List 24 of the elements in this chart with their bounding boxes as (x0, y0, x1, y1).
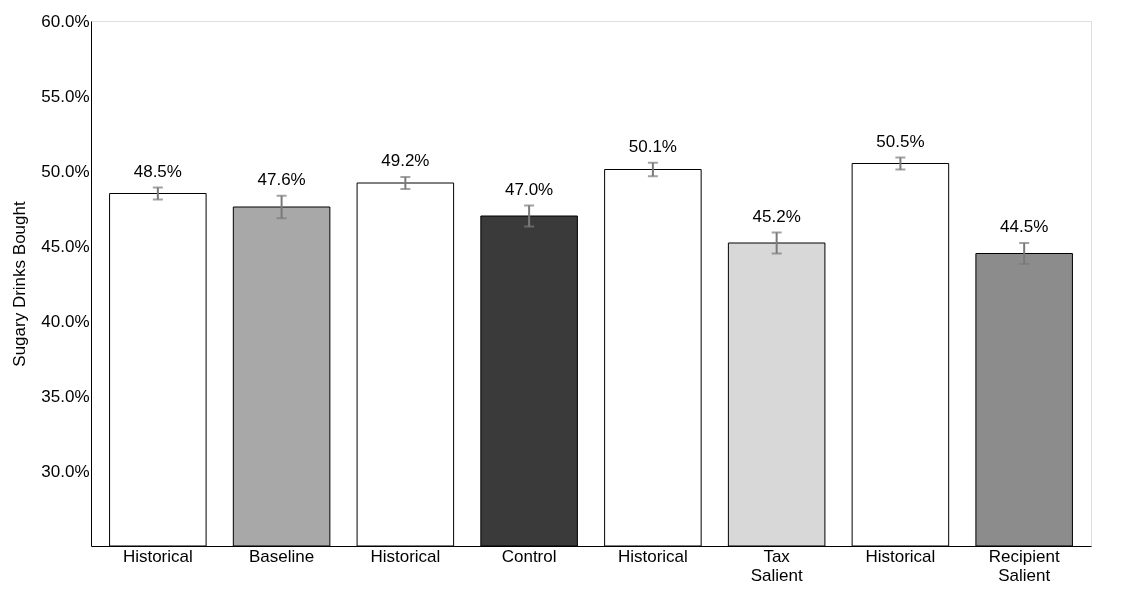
data-label: 50.5% (876, 131, 925, 151)
x-tick-label: Baseline (248, 546, 315, 566)
y-tick-label: 40.0% (41, 311, 90, 331)
x-tick-label: Control (501, 546, 557, 566)
x-tick-label: Tax Salient (750, 546, 803, 585)
x-tick-label: Historical (370, 546, 441, 566)
y-tick-label: 35.0% (41, 386, 90, 406)
data-label: 47.0% (505, 179, 554, 199)
y-tick-label: 50.0% (41, 161, 90, 181)
x-tick-label: Historical (617, 546, 688, 566)
data-label: 50.1% (628, 136, 677, 156)
x-tick-label: Historical (122, 546, 193, 566)
y-tick-label: 55.0% (41, 86, 90, 106)
data-label: 47.6% (257, 169, 306, 189)
y-tick-label: 30.0% (41, 461, 90, 481)
data-label: 48.5% (133, 161, 182, 181)
x-tick-label: Recipient Salient (988, 546, 1060, 585)
data-label: 49.2% (381, 151, 430, 170)
data-label: 44.5% (1000, 217, 1049, 236)
data-label: 45.2% (752, 206, 801, 226)
y-axis-title: Sugary Drinks Bought (10, 201, 30, 367)
y-tick-label: 45.0% (41, 236, 90, 256)
y-tick-label: 60.0% (41, 11, 90, 31)
x-tick-label: Historical (865, 546, 936, 566)
